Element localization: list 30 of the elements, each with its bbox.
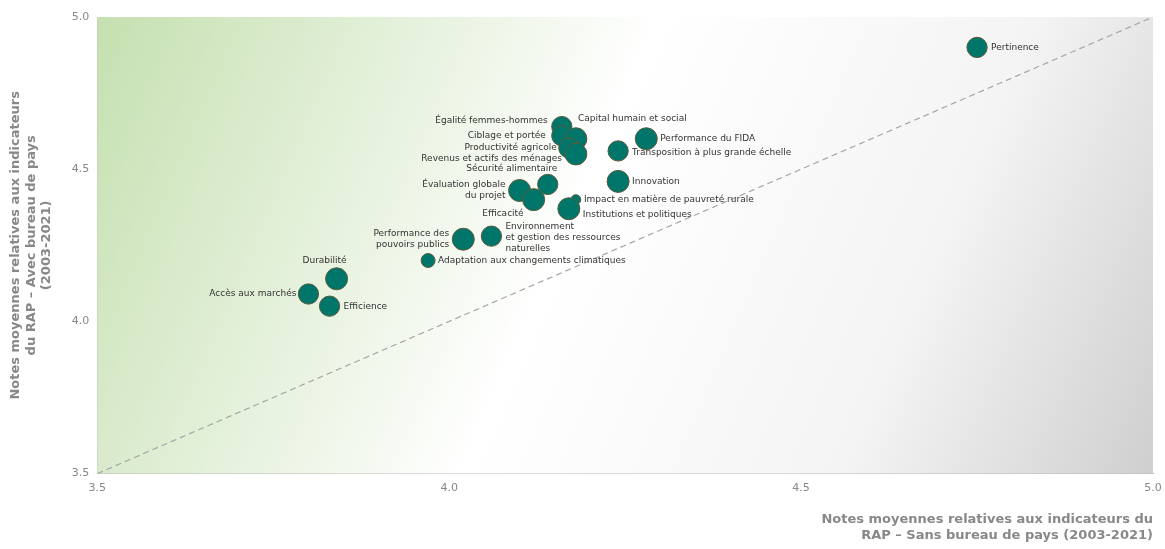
- annotation: Accès aux marchés: [209, 288, 297, 299]
- x-tick-label: 5.0: [1144, 481, 1162, 495]
- annotation: Impact en matière de pauvreté rurale: [583, 193, 755, 204]
- x-tick-label: 3.5: [88, 481, 107, 495]
- annotation: Égalité femmes-hommes: [435, 113, 549, 125]
- annotation: Efficacité: [482, 207, 525, 218]
- annotation: Productivité agricole: [464, 142, 558, 153]
- annotation: Sécurité alimentaire: [466, 162, 558, 173]
- annotation: Durabilité: [302, 255, 348, 266]
- y-tick-label: 5.0: [71, 9, 90, 23]
- annotation: Performance du FIDA: [660, 133, 757, 144]
- annotation: Efficience: [343, 300, 388, 311]
- x-tick-label: 4.5: [792, 481, 810, 495]
- y-axis-title: Notes moyennes relatives aux indicateurs du RAP – Avec bureau de pays (2003-2021): [7, 90, 54, 400]
- annotation: Adaptation aux changements climatiques: [438, 254, 626, 265]
- annotation: Évaluation globale du projet: [422, 177, 507, 200]
- annotation: Capital humain et social: [577, 113, 687, 124]
- annotation: Pertinence: [991, 41, 1040, 52]
- x-tick-label: 4.0: [440, 481, 458, 495]
- y-tick-label: 4.5: [71, 162, 90, 176]
- annotation: Innovation: [632, 175, 680, 186]
- y-tick-label: 4.0: [71, 314, 90, 328]
- y-tick-label: 3.5: [71, 466, 90, 480]
- annotation: Performance des pouvoirs publics: [373, 227, 450, 249]
- annotation: Ciblage et portée: [467, 130, 547, 141]
- annotation: Environnement et gestion des ressources naturelles: [505, 220, 621, 253]
- x-axis-title: Notes moyennes relatives aux indicateurs du RAP – Sans bureau de pays (2003-2021): [821, 510, 1153, 542]
- annotation: Institutions et politiques: [582, 209, 693, 220]
- annotation: Revenus et actifs des ménages: [421, 153, 563, 164]
- annotation: Transposition à plus grande échelle: [631, 147, 792, 158]
